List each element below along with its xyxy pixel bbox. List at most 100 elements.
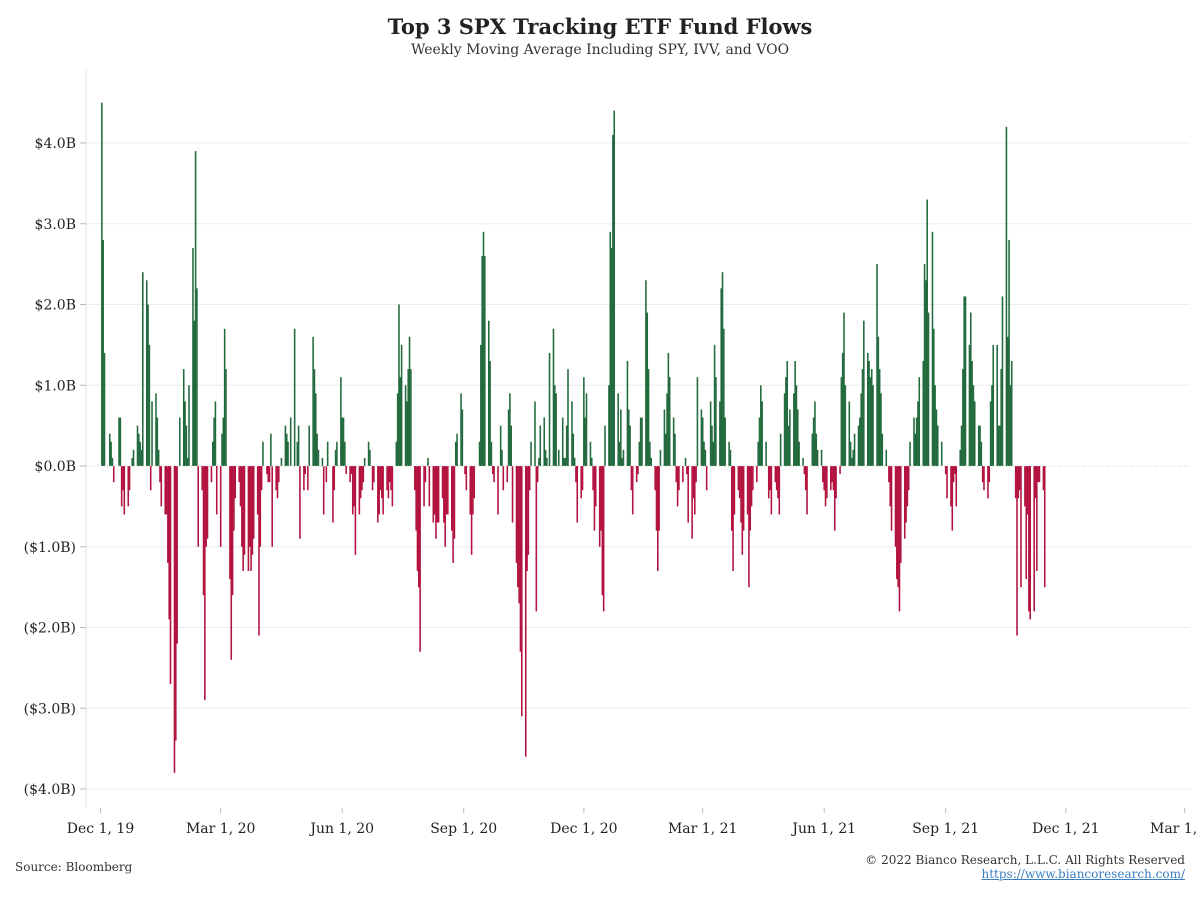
flow-bar bbox=[554, 385, 556, 466]
flow-bar bbox=[803, 466, 806, 475]
flow-bar bbox=[713, 344, 716, 467]
flow-bar bbox=[798, 441, 800, 466]
flow-bar bbox=[469, 466, 472, 515]
flow-bar bbox=[251, 466, 254, 555]
flow-bar bbox=[528, 466, 531, 491]
flow-bar bbox=[399, 377, 402, 466]
flow-bar bbox=[416, 466, 419, 571]
flow-bar bbox=[657, 466, 659, 571]
flow-bar bbox=[954, 466, 956, 475]
y-tick-label: $1.0B bbox=[35, 378, 76, 394]
flow-bar bbox=[184, 401, 186, 466]
flow-bar bbox=[749, 466, 752, 531]
flow-bar bbox=[629, 425, 631, 467]
flow-bar bbox=[869, 377, 872, 466]
flow-bar bbox=[241, 466, 243, 547]
flow-bar bbox=[992, 344, 995, 467]
flow-bar bbox=[959, 449, 961, 466]
flow-bar bbox=[353, 466, 355, 507]
flow-bar bbox=[898, 466, 901, 612]
flow-bar bbox=[521, 466, 523, 717]
flow-bar bbox=[676, 466, 679, 507]
x-axis: Dec 1, 19 Mar 1, 20 Jun 1, 20 Sep 1, 20 Dec … bbox=[67, 808, 1200, 837]
flow-bar bbox=[407, 369, 409, 466]
flow-bar bbox=[502, 466, 505, 491]
flow-bar bbox=[580, 466, 582, 499]
flow-bar bbox=[890, 466, 893, 531]
flow-bar bbox=[655, 466, 658, 531]
flow-bar bbox=[612, 134, 614, 466]
flow-bar bbox=[314, 393, 317, 466]
flow-bar bbox=[786, 361, 789, 466]
flow-bar bbox=[752, 466, 754, 491]
flow-bar bbox=[460, 393, 462, 466]
flow-bar bbox=[1001, 296, 1004, 466]
flow-bar bbox=[123, 466, 126, 515]
flow-bar bbox=[159, 466, 161, 483]
flow-bar bbox=[1042, 466, 1045, 491]
flow-bar bbox=[493, 466, 495, 483]
flow-bar bbox=[973, 401, 976, 466]
flow-bar bbox=[390, 466, 392, 491]
flow-bar bbox=[988, 466, 991, 483]
flow-bar bbox=[840, 377, 843, 466]
flow-bar bbox=[341, 417, 343, 466]
flow-bar bbox=[765, 441, 767, 466]
flow-bar bbox=[185, 425, 188, 467]
flow-bar bbox=[923, 264, 926, 467]
flow-bar bbox=[297, 425, 300, 467]
flow-bar bbox=[770, 466, 773, 515]
flow-bar bbox=[1036, 466, 1038, 571]
flow-bar bbox=[960, 425, 963, 467]
flow-bar bbox=[480, 344, 482, 467]
flow-bar bbox=[641, 417, 643, 466]
flow-bar bbox=[555, 393, 557, 466]
flow-bar bbox=[922, 361, 925, 466]
flow-bar bbox=[517, 466, 519, 588]
flow-bar bbox=[451, 466, 453, 531]
flow-bar bbox=[934, 385, 936, 466]
flow-bar bbox=[584, 417, 586, 466]
bars bbox=[101, 102, 1046, 773]
flow-bar bbox=[248, 466, 251, 547]
flow-bar bbox=[373, 466, 375, 483]
flow-bar bbox=[470, 466, 473, 555]
flow-bar bbox=[852, 449, 855, 466]
flow-bar bbox=[445, 466, 448, 515]
flow-bar bbox=[645, 280, 647, 466]
flow-bar bbox=[590, 457, 593, 466]
flow-bar bbox=[526, 466, 528, 571]
flow-bar bbox=[223, 328, 226, 466]
flow-bar bbox=[444, 466, 446, 547]
flow-bar bbox=[639, 417, 642, 466]
flow-bar bbox=[415, 466, 417, 531]
flow-bar bbox=[664, 433, 667, 466]
flow-bar bbox=[242, 466, 244, 571]
flow-bar bbox=[918, 377, 921, 466]
y-tick-label: $3.0B bbox=[35, 217, 76, 233]
flow-bar bbox=[756, 466, 758, 483]
flow-bar bbox=[857, 425, 860, 467]
flow-bar bbox=[940, 441, 943, 466]
website-link[interactable]: https://www.biancoresearch.com/ bbox=[981, 867, 1185, 881]
flow-bar bbox=[499, 425, 502, 467]
flow-bar bbox=[258, 466, 260, 636]
flow-bar bbox=[222, 417, 225, 466]
flow-bar bbox=[659, 449, 662, 466]
flow-bar bbox=[963, 296, 965, 466]
flow-bar bbox=[794, 361, 796, 466]
flow-bar bbox=[1033, 466, 1035, 612]
flow-bar bbox=[860, 393, 862, 466]
flow-bar bbox=[720, 288, 722, 466]
flow-bar bbox=[367, 441, 370, 466]
flow-bar bbox=[980, 441, 983, 466]
y-tick-label: ($4.0B) bbox=[24, 782, 76, 798]
flow-bar bbox=[156, 417, 159, 466]
flow-bar bbox=[907, 466, 910, 491]
flow-bar bbox=[894, 466, 897, 547]
flow-bar bbox=[972, 385, 975, 466]
chart-subtitle: Weekly Moving Average Including SPY, IVV… bbox=[410, 42, 790, 58]
flow-bar bbox=[917, 401, 919, 466]
flow-bar bbox=[723, 328, 725, 466]
flow-bar bbox=[436, 466, 439, 523]
